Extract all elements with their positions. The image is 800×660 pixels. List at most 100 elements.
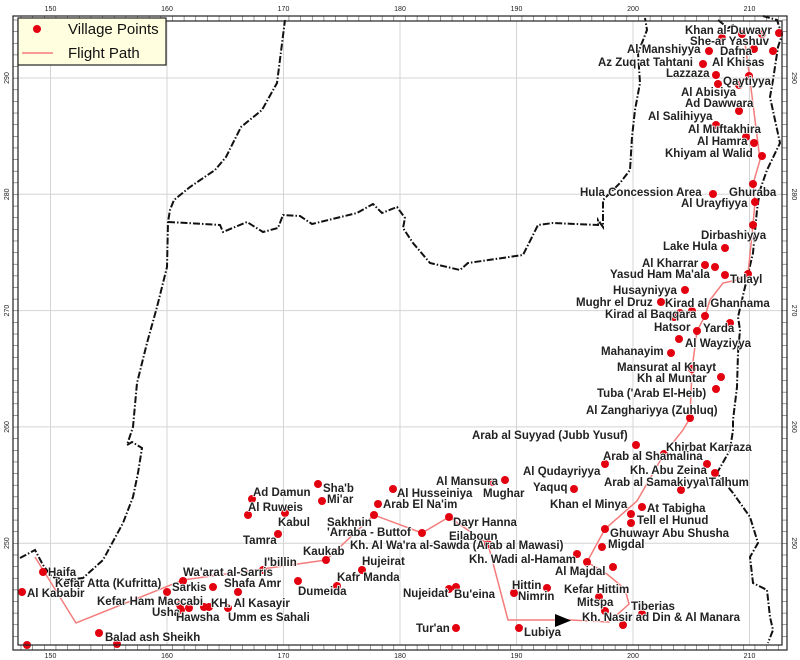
village-point[interactable]: [632, 441, 640, 449]
village-point[interactable]: [742, 133, 750, 141]
village-point[interactable]: [627, 519, 635, 527]
village-point[interactable]: [177, 606, 185, 614]
village-point[interactable]: [711, 263, 719, 271]
village-point[interactable]: [333, 582, 341, 590]
village-point[interactable]: [751, 198, 759, 206]
village-point[interactable]: [712, 71, 720, 79]
village-point[interactable]: [601, 525, 609, 533]
village-point[interactable]: [717, 373, 725, 381]
x-tick-top: 170: [278, 6, 290, 13]
village-point[interactable]: [638, 610, 646, 618]
village-point[interactable]: [701, 261, 709, 269]
village-point[interactable]: [709, 190, 717, 198]
village-point[interactable]: [501, 476, 509, 484]
village-point[interactable]: [718, 34, 726, 42]
village-point[interactable]: [281, 509, 289, 517]
village-point[interactable]: [18, 588, 26, 596]
village-point[interactable]: [677, 486, 685, 494]
village-point[interactable]: [750, 139, 758, 147]
village-point[interactable]: [712, 385, 720, 393]
village-point[interactable]: [675, 335, 683, 343]
village-point[interactable]: [244, 511, 252, 519]
village-point[interactable]: [484, 540, 492, 548]
village-point[interactable]: [294, 577, 302, 585]
village-point[interactable]: [667, 349, 675, 357]
village-point[interactable]: [758, 30, 766, 38]
village-point[interactable]: [619, 621, 627, 629]
village-point[interactable]: [234, 588, 242, 596]
village-point[interactable]: [358, 566, 366, 574]
village-point[interactable]: [745, 72, 753, 80]
village-point[interactable]: [681, 286, 689, 294]
village-point[interactable]: [705, 47, 713, 55]
village-point[interactable]: [113, 640, 121, 648]
village-point[interactable]: [693, 327, 701, 335]
village-point[interactable]: [445, 585, 453, 593]
village-point[interactable]: [660, 450, 668, 458]
village-point[interactable]: [688, 307, 696, 315]
village-point[interactable]: [445, 513, 453, 521]
village-point[interactable]: [670, 313, 678, 321]
village-point[interactable]: [248, 495, 256, 503]
village-point[interactable]: [95, 629, 103, 637]
village-point[interactable]: [721, 244, 729, 252]
village-point[interactable]: [179, 577, 187, 585]
village-point[interactable]: [749, 221, 757, 229]
village-point[interactable]: [573, 550, 581, 558]
village-point[interactable]: [209, 583, 217, 591]
village-point[interactable]: [758, 152, 766, 160]
village-point[interactable]: [322, 556, 330, 564]
village-point[interactable]: [627, 510, 635, 518]
village-point[interactable]: [489, 478, 497, 486]
village-point[interactable]: [274, 530, 282, 538]
village-point[interactable]: [374, 500, 382, 508]
village-point[interactable]: [418, 529, 426, 537]
village-point[interactable]: [699, 60, 707, 68]
village-point[interactable]: [712, 121, 720, 129]
village-point[interactable]: [598, 543, 606, 551]
village-point[interactable]: [744, 270, 752, 278]
village-point[interactable]: [721, 271, 729, 279]
village-point[interactable]: [389, 485, 397, 493]
village-point[interactable]: [738, 30, 746, 38]
village-label: Bu'eina: [454, 589, 496, 601]
village-point[interactable]: [676, 309, 684, 317]
village-point[interactable]: [775, 29, 783, 37]
village-point[interactable]: [515, 624, 523, 632]
village-point[interactable]: [638, 503, 646, 511]
village-point[interactable]: [601, 607, 609, 615]
village-point[interactable]: [688, 365, 696, 373]
village-point[interactable]: [657, 298, 665, 306]
village-point[interactable]: [452, 583, 460, 591]
village-point[interactable]: [543, 584, 551, 592]
village-point[interactable]: [185, 604, 193, 612]
village-point[interactable]: [259, 566, 267, 574]
village-point[interactable]: [595, 593, 603, 601]
village-point[interactable]: [769, 47, 777, 55]
village-point[interactable]: [583, 558, 591, 566]
village-point[interactable]: [205, 603, 213, 611]
village-point[interactable]: [370, 511, 378, 519]
village-point[interactable]: [686, 414, 694, 422]
village-point[interactable]: [711, 469, 719, 477]
village-point[interactable]: [714, 80, 722, 88]
village-point[interactable]: [452, 624, 460, 632]
village-point[interactable]: [570, 485, 578, 493]
village-point[interactable]: [609, 563, 617, 571]
village-point[interactable]: [314, 480, 322, 488]
village-point[interactable]: [749, 180, 757, 188]
village-point[interactable]: [39, 568, 47, 576]
village-point[interactable]: [735, 107, 743, 115]
village-point[interactable]: [224, 604, 232, 612]
village-point[interactable]: [601, 460, 609, 468]
village-point[interactable]: [735, 81, 743, 89]
village-point[interactable]: [750, 45, 758, 53]
village-point[interactable]: [726, 319, 734, 327]
village-point[interactable]: [163, 588, 171, 596]
village-point[interactable]: [703, 460, 711, 468]
village-point[interactable]: [510, 589, 518, 597]
village-point[interactable]: [318, 497, 326, 505]
village-point[interactable]: [701, 312, 709, 320]
village-label: Tur'an: [416, 623, 450, 635]
